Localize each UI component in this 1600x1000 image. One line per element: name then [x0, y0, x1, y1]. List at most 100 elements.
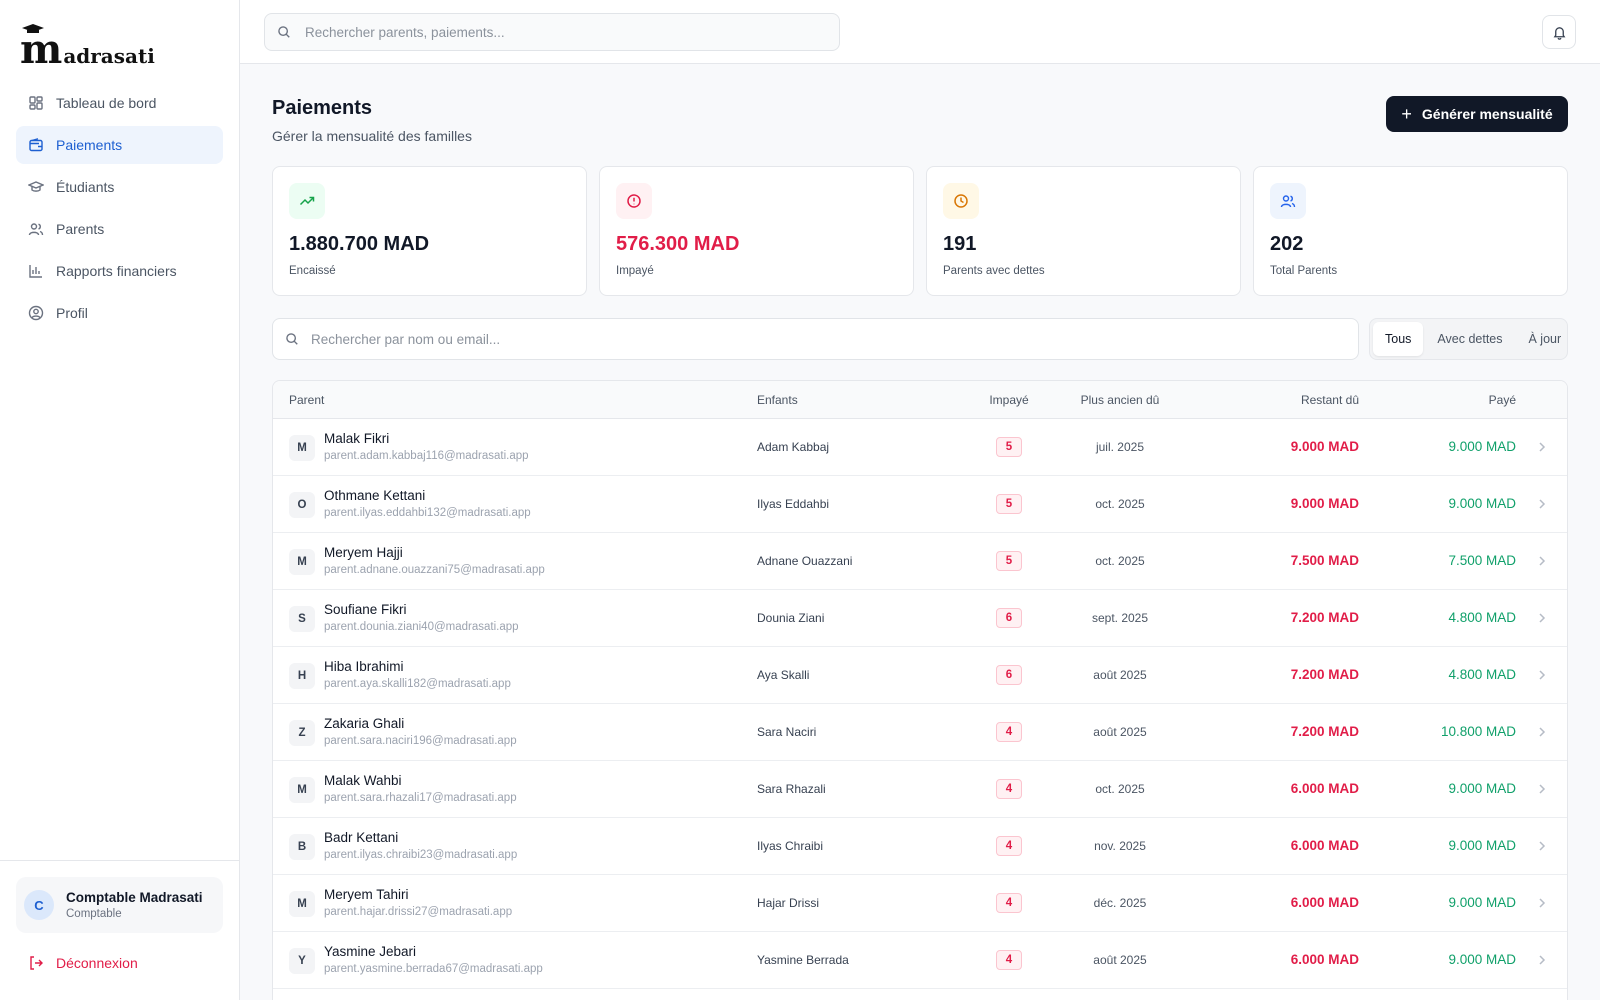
table-row[interactable]: M Malak Fikri parent.adam.kabbaj116@madr… [273, 419, 1567, 476]
stat-card-encaisse: 1.880.700 MAD Encaissé [272, 166, 587, 296]
table-row[interactable]: S Soufiane Fikri parent.dounia.ziani40@m… [273, 590, 1567, 647]
parent-avatar: M [289, 777, 315, 803]
sidebar-item-label: Tableau de bord [56, 95, 157, 111]
page-title: Paiements [272, 97, 373, 119]
child-name: Hajar Drissi [757, 896, 820, 910]
column-header-oldest-due[interactable]: Plus ancien dû [1080, 393, 1160, 407]
paid-amount: 4.800 MAD [1448, 610, 1516, 625]
remaining-due: 6.000 MAD [1290, 838, 1359, 853]
oldest-due-date: oct. 2025 [1095, 554, 1145, 568]
madrasati-logo[interactable]: m adrasati [20, 18, 155, 70]
oldest-due-date: nov. 2025 [1094, 839, 1146, 853]
column-header-parent[interactable]: Parent [289, 393, 325, 407]
parent-name: Yasmine Jebari [324, 944, 417, 959]
remaining-due: 7.200 MAD [1290, 610, 1359, 625]
sidebar-nav: Tableau de bord Paiements Étudiants Pare… [16, 84, 223, 336]
sidebar-item-paiements[interactable]: Paiements [16, 126, 223, 164]
table-row[interactable]: Z Zakaria Ghali parent.sara.naciri196@ma… [273, 704, 1567, 761]
table-row[interactable]: Y Yasmine Jebari parent.yasmine.berrada6… [273, 932, 1567, 989]
graduation-cap-icon [28, 179, 44, 195]
unpaid-count-badge: 5 [996, 437, 1022, 457]
logo-mark: m [20, 24, 63, 73]
parent-email: parent.dounia.ziani40@madrasati.app [324, 621, 519, 633]
filter-tab-avec-dettes[interactable]: Avec dettes [1437, 332, 1503, 346]
chevron-right-icon[interactable] [1537, 725, 1547, 739]
table-row[interactable]: M Meryem Hajji parent.adnane.ouazzani75@… [273, 533, 1567, 590]
parent-email: parent.aya.skalli182@madrasati.app [324, 678, 511, 690]
sidebar-item-profil[interactable]: Profil [16, 294, 223, 332]
column-header-remaining[interactable]: Restant dû [1300, 393, 1359, 407]
chevron-right-icon[interactable] [1537, 668, 1547, 682]
chevron-right-icon[interactable] [1537, 782, 1547, 796]
unpaid-count-badge: 4 [996, 722, 1022, 742]
column-header-unpaid[interactable]: Impayé [989, 393, 1029, 407]
users-icon [1270, 183, 1306, 219]
parent-name: Meryem Tahiri [324, 887, 409, 902]
parent-name: Meryem Hajji [324, 545, 403, 560]
table-row[interactable]: B Badr Kettani parent.ilyas.chraibi23@ma… [273, 818, 1567, 875]
child-name: Ilyas Chraibi [757, 839, 824, 853]
global-search[interactable] [264, 13, 840, 51]
search-icon [278, 26, 290, 38]
unpaid-count-badge: 4 [996, 950, 1022, 970]
table-row[interactable]: M Malak Wahbi parent.sara.rhazali17@madr… [273, 761, 1567, 818]
stat-label: Parents avec dettes [943, 265, 1045, 277]
remaining-due: 7.500 MAD [1290, 553, 1359, 568]
table-row[interactable]: O Othmane Kettani parent.ilyas.eddahbi13… [273, 476, 1567, 533]
unpaid-count-badge: 4 [996, 779, 1022, 799]
paid-amount: 10.800 MAD [1440, 724, 1516, 739]
column-header-children[interactable]: Enfants [757, 393, 798, 407]
sidebar-item-label: Profil [56, 305, 88, 321]
stat-label: Encaissé [289, 265, 336, 277]
notifications-button[interactable] [1542, 15, 1576, 49]
clock-icon [943, 183, 979, 219]
generate-monthly-fee-button[interactable]: + Générer mensualité [1386, 96, 1568, 132]
parent-email: parent.ilyas.eddahbi132@madrasati.app [324, 507, 531, 519]
sidebar-item-rapports-financiers[interactable]: Rapports financiers [16, 252, 223, 290]
filter-tab-a-jour[interactable]: À jour [1528, 332, 1562, 346]
remaining-due: 6.000 MAD [1290, 781, 1359, 796]
child-name: Yasmine Berrada [757, 953, 849, 967]
chevron-right-icon[interactable] [1537, 839, 1547, 853]
stat-label: Impayé [616, 265, 654, 277]
parent-name: Badr Kettani [324, 830, 399, 845]
table-row[interactable]: H Hiba Ibrahimi parent.aya.skalli182@mad… [273, 647, 1567, 704]
sidebar-item-etudiants[interactable]: Étudiants [16, 168, 223, 206]
topbar [240, 0, 1600, 64]
filter-tab-tous[interactable]: Tous [1373, 322, 1424, 356]
parent-email: parent.ilyas.chraibi23@madrasati.app [324, 849, 518, 861]
sidebar-item-tableau-de-bord[interactable]: Tableau de bord [16, 84, 223, 122]
paid-amount: 9.000 MAD [1448, 838, 1516, 853]
chevron-right-icon[interactable] [1537, 611, 1547, 625]
unpaid-count-badge: 4 [996, 893, 1022, 913]
sidebar-item-parents[interactable]: Parents [16, 210, 223, 248]
user-role: Comptable [66, 908, 122, 920]
parent-avatar: M [289, 435, 315, 461]
stat-card-total-parents: 202 Total Parents [1253, 166, 1568, 296]
parent-name: Zakaria Ghali [324, 716, 405, 731]
users-icon [28, 221, 44, 237]
sidebar-item-label: Rapports financiers [56, 263, 177, 279]
stat-value: 191 [943, 233, 977, 255]
oldest-due-date: oct. 2025 [1095, 497, 1145, 511]
column-header-paid[interactable]: Payé [1488, 393, 1516, 407]
stat-value: 576.300 MAD [616, 233, 740, 255]
global-search-input[interactable] [305, 24, 811, 40]
parent-name: Othmane Kettani [324, 488, 426, 503]
graduation-cap-logo-icon [22, 24, 44, 33]
chevron-right-icon[interactable] [1537, 497, 1547, 511]
chevron-right-icon[interactable] [1537, 554, 1547, 568]
chevron-right-icon[interactable] [1537, 896, 1547, 910]
logout-button[interactable]: Déconnexion [28, 955, 138, 971]
chevron-right-icon[interactable] [1537, 953, 1547, 967]
table-row[interactable]: M Meryem Tahiri parent.hajar.drissi27@ma… [273, 875, 1567, 932]
user-circle-icon [28, 305, 44, 321]
parent-email: parent.adnane.ouazzani75@madrasati.app [324, 564, 545, 576]
parent-search[interactable] [272, 318, 1359, 360]
stat-card-parents-avec-dettes: 191 Parents avec dettes [926, 166, 1241, 296]
user-card[interactable]: C Comptable Madrasati Comptable [16, 877, 223, 933]
parent-email: parent.hajar.drissi27@madrasati.app [324, 906, 513, 918]
parent-search-input[interactable] [311, 331, 1277, 347]
chevron-right-icon[interactable] [1537, 440, 1547, 454]
stats-row: 1.880.700 MAD Encaissé 576.300 MAD Impay… [272, 166, 1568, 296]
